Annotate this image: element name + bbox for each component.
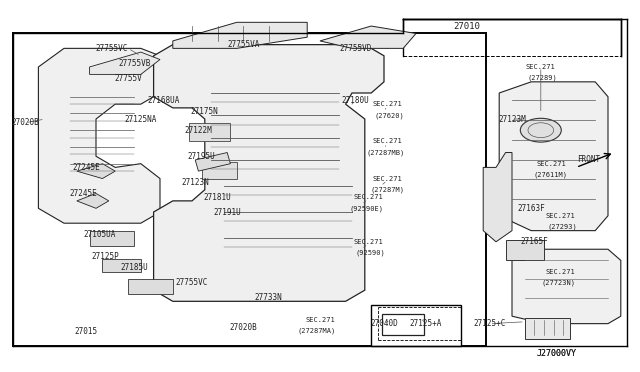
- Text: FRONT: FRONT: [577, 155, 600, 164]
- Text: 27191U: 27191U: [213, 208, 241, 217]
- Text: 27181U: 27181U: [204, 193, 232, 202]
- Text: SEC.271: SEC.271: [353, 194, 383, 200]
- Text: 27010: 27010: [454, 22, 481, 31]
- Text: 27733N: 27733N: [255, 293, 283, 302]
- Text: 27125NA: 27125NA: [125, 115, 157, 124]
- Bar: [128, 279, 173, 294]
- Text: J27000VY: J27000VY: [537, 349, 577, 358]
- Text: (27293): (27293): [547, 224, 577, 230]
- Polygon shape: [173, 22, 307, 48]
- Polygon shape: [499, 82, 608, 231]
- Text: (27620): (27620): [374, 112, 404, 119]
- Text: SEC.271: SEC.271: [526, 64, 556, 70]
- Polygon shape: [77, 164, 115, 179]
- Text: 27195U: 27195U: [188, 152, 216, 161]
- Text: SEC.271: SEC.271: [372, 101, 402, 107]
- Text: 27245E: 27245E: [72, 163, 100, 172]
- Circle shape: [520, 118, 561, 142]
- Bar: [382, 314, 424, 335]
- Text: (27287MB): (27287MB): [367, 149, 405, 156]
- Polygon shape: [38, 48, 160, 223]
- Bar: [506, 240, 544, 260]
- Text: 27755VA: 27755VA: [227, 40, 259, 49]
- Text: 27123N: 27123N: [181, 178, 209, 187]
- Text: (92590): (92590): [355, 250, 385, 256]
- Text: 27015: 27015: [75, 327, 98, 336]
- Bar: [202, 162, 237, 179]
- Text: 27105UA: 27105UA: [83, 230, 115, 239]
- Polygon shape: [77, 193, 109, 208]
- Text: 27245E: 27245E: [69, 189, 97, 198]
- Text: (27287M): (27287M): [371, 186, 405, 193]
- Text: (27289): (27289): [527, 75, 557, 81]
- Polygon shape: [154, 45, 384, 301]
- Text: 27165F: 27165F: [520, 237, 548, 246]
- Text: 27755V: 27755V: [114, 74, 142, 83]
- Text: 27123M: 27123M: [498, 115, 526, 124]
- Text: 27020B: 27020B: [12, 118, 40, 127]
- Text: SEC.271: SEC.271: [537, 161, 566, 167]
- Text: 27185U: 27185U: [120, 263, 148, 272]
- Bar: [102, 259, 141, 272]
- Text: 27122M: 27122M: [184, 126, 212, 135]
- Text: 27040D: 27040D: [370, 319, 398, 328]
- Text: SEC.271: SEC.271: [545, 269, 575, 275]
- Bar: [90, 231, 134, 246]
- Bar: [189, 123, 230, 141]
- Bar: [13, 33, 486, 346]
- Text: SEC.271: SEC.271: [545, 213, 575, 219]
- Text: 27755VD: 27755VD: [339, 44, 371, 53]
- Text: 27020B: 27020B: [229, 323, 257, 332]
- Text: 27163F: 27163F: [517, 204, 545, 213]
- Text: 27755VC: 27755VC: [96, 44, 128, 53]
- Text: (27611M): (27611M): [533, 171, 568, 178]
- Bar: [371, 305, 461, 346]
- Polygon shape: [195, 153, 230, 171]
- Text: SEC.271: SEC.271: [372, 176, 402, 182]
- Text: 27125+C: 27125+C: [474, 319, 506, 328]
- Text: SEC.271: SEC.271: [372, 138, 402, 144]
- Text: 27125P: 27125P: [92, 252, 120, 261]
- Polygon shape: [90, 52, 160, 74]
- Text: 27125+A: 27125+A: [410, 319, 442, 328]
- Polygon shape: [320, 26, 416, 48]
- Text: 27168UA: 27168UA: [147, 96, 179, 105]
- Text: 27755VC: 27755VC: [176, 278, 208, 287]
- Text: SEC.271: SEC.271: [353, 239, 383, 245]
- Bar: [525, 318, 570, 339]
- Text: 27755VB: 27755VB: [118, 59, 150, 68]
- Polygon shape: [483, 153, 512, 242]
- Text: 27180U: 27180U: [341, 96, 369, 105]
- Text: J27000VY: J27000VY: [537, 349, 577, 358]
- Text: (27287MA): (27287MA): [298, 328, 336, 334]
- Text: (27723N): (27723N): [541, 279, 576, 286]
- Polygon shape: [512, 249, 621, 324]
- Text: SEC.271: SEC.271: [305, 317, 335, 323]
- Text: (92590E): (92590E): [349, 205, 384, 212]
- Text: 27175N: 27175N: [191, 107, 219, 116]
